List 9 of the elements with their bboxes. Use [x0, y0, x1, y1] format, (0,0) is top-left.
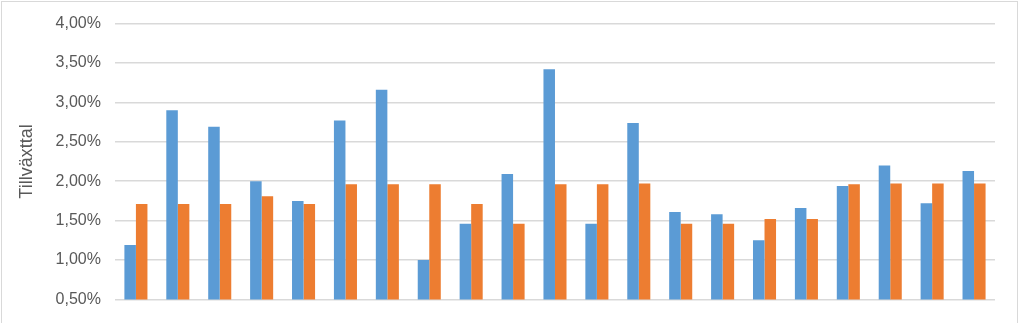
- y-tick-label: 4,00%: [55, 14, 101, 32]
- y-axis-title: Tillväxttal: [15, 124, 36, 199]
- y-tick-label: 3,00%: [55, 92, 101, 110]
- y-tick-label: 2,00%: [55, 171, 101, 189]
- y-tick-label: 3,50%: [55, 53, 101, 71]
- y-tick-label: 1,50%: [55, 211, 101, 229]
- y-tick-label: 2,50%: [55, 132, 101, 150]
- y-tick-label: 0,50%: [55, 289, 101, 307]
- y-tick-label: 1,00%: [55, 250, 101, 268]
